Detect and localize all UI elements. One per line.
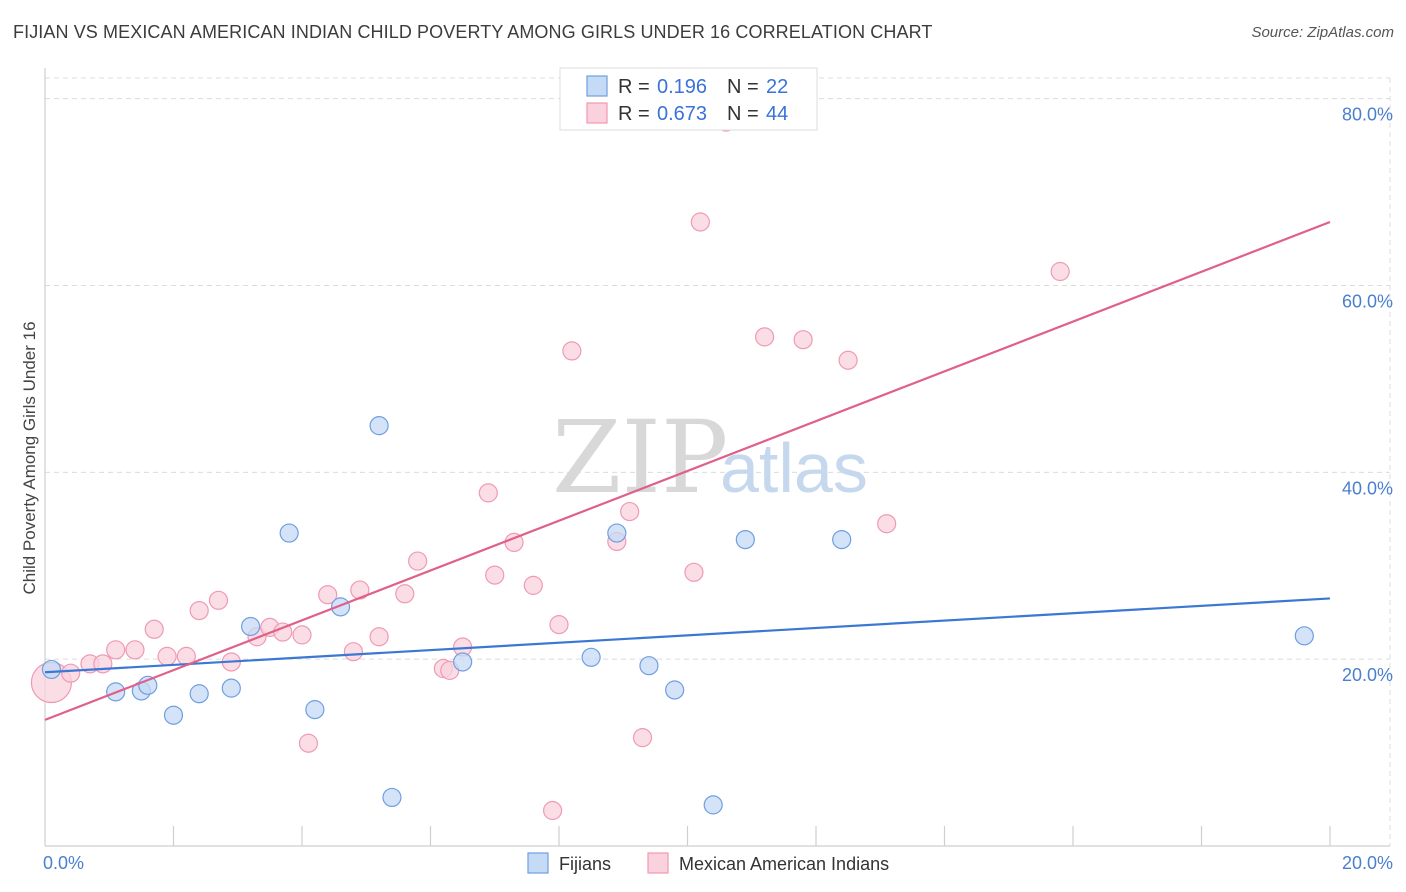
point-fijians-0 <box>41 659 62 680</box>
point-mexican-american-indians-35 <box>632 728 653 748</box>
stats-n-value-1: 44 <box>766 103 788 125</box>
trend-line-mexican-american-indians <box>44 220 1331 721</box>
point-mexican-american-indians-1 <box>61 663 81 683</box>
point-mexican-american-indians-4 <box>106 640 126 660</box>
point-fijians-4 <box>163 705 184 725</box>
y-tick-label-0: 20.0% <box>1342 665 1393 685</box>
legend-swatch-1 <box>647 852 669 874</box>
point-mexican-american-indians-32 <box>562 341 582 361</box>
watermark-atlas: atlas <box>720 429 868 507</box>
stats-r-label-1: R = <box>618 103 650 125</box>
point-fijians-9 <box>305 700 325 720</box>
point-mexican-american-indians-7 <box>157 646 177 666</box>
point-fijians-13 <box>453 652 473 672</box>
point-mexican-american-indians-17 <box>318 585 338 605</box>
point-fijians-5 <box>189 684 209 704</box>
point-mexican-american-indians-29 <box>523 575 543 595</box>
point-mexican-american-indians-20 <box>369 627 389 647</box>
point-fijians-10 <box>330 597 351 617</box>
point-mexican-american-indians-18 <box>343 642 363 662</box>
chart-title: FIJIAN VS MEXICAN AMERICAN INDIAN CHILD … <box>13 22 933 42</box>
point-fijians-8 <box>279 523 299 543</box>
stats-r-value-1: 0.673 <box>657 103 707 125</box>
point-mexican-american-indians-9 <box>189 600 209 621</box>
point-mexican-american-indians-10 <box>208 590 229 610</box>
stats-swatch-1 <box>586 102 608 124</box>
point-fijians-7 <box>241 616 261 637</box>
point-fijians-14 <box>581 647 601 667</box>
legend-label-0: Fijians <box>559 854 611 874</box>
point-mexican-american-indians-26 <box>478 483 498 503</box>
point-fijians-20 <box>832 529 852 550</box>
point-mexican-american-indians-6 <box>144 619 164 639</box>
point-fijians-17 <box>665 680 685 700</box>
stats-legend: R = 0.196 N = 22 R = 0.673 N = 44 <box>559 67 818 131</box>
legend-swatch-0 <box>527 852 549 874</box>
point-fijians-21 <box>1294 626 1314 646</box>
point-fijians-15 <box>607 523 627 543</box>
point-fijians-11 <box>369 416 389 436</box>
series-legend: Fijians Mexican American Indians <box>527 852 889 874</box>
point-mexican-american-indians-31 <box>549 615 569 635</box>
point-mexican-american-indians-15 <box>292 625 312 645</box>
stats-n-label-1: N = <box>727 103 759 125</box>
stats-r-value-0: 0.196 <box>657 76 707 98</box>
x-tick-label-1: 20.0% <box>1342 853 1393 873</box>
point-mexican-american-indians-37 <box>690 212 710 232</box>
tick-labels: 20.0% 40.0% 60.0% 80.0% 0.0% 20.0% <box>43 105 1393 873</box>
point-mexican-american-indians-27 <box>485 565 505 585</box>
y-axis-label: Child Poverty Among Girls Under 16 <box>20 321 39 594</box>
y-tick-label-3: 80.0% <box>1342 105 1393 125</box>
point-fijians-18 <box>703 795 723 815</box>
stats-r-label-0: R = <box>618 76 650 98</box>
points-layer <box>30 112 1314 821</box>
point-mexican-american-indians-16 <box>298 733 319 753</box>
watermark-zip: ZIP <box>552 399 728 516</box>
point-fijians-19 <box>735 529 755 550</box>
point-mexican-american-indians-39 <box>754 327 775 347</box>
legend-label-1: Mexican American Indians <box>679 854 889 874</box>
axes <box>44 68 1390 847</box>
point-mexican-american-indians-5 <box>125 640 145 660</box>
y-tick-label-1: 40.0% <box>1342 478 1393 498</box>
point-mexican-american-indians-43 <box>1050 261 1070 282</box>
x-tick-label-0: 0.0% <box>43 853 84 873</box>
point-fijians-16 <box>639 656 659 676</box>
point-fijians-12 <box>382 787 402 808</box>
trend-layer <box>44 220 1331 721</box>
point-mexican-american-indians-22 <box>408 551 428 571</box>
point-mexican-american-indians-36 <box>684 562 704 582</box>
trend-line-fijians <box>44 597 1331 674</box>
source-attribution: Source: ZipAtlas.com <box>1251 24 1394 41</box>
stats-n-label-0: N = <box>727 76 759 98</box>
point-mexican-american-indians-41 <box>838 350 858 370</box>
stats-n-value-0: 22 <box>766 76 788 98</box>
point-mexican-american-indians-34 <box>620 501 640 522</box>
stats-swatch-0 <box>586 75 608 97</box>
point-mexican-american-indians-40 <box>793 330 813 350</box>
point-mexican-american-indians-30 <box>542 800 563 821</box>
point-fijians-6 <box>221 678 241 698</box>
point-mexican-american-indians-21 <box>395 584 415 604</box>
y-tick-label-2: 60.0% <box>1342 292 1393 312</box>
point-mexican-american-indians-42 <box>877 514 897 534</box>
